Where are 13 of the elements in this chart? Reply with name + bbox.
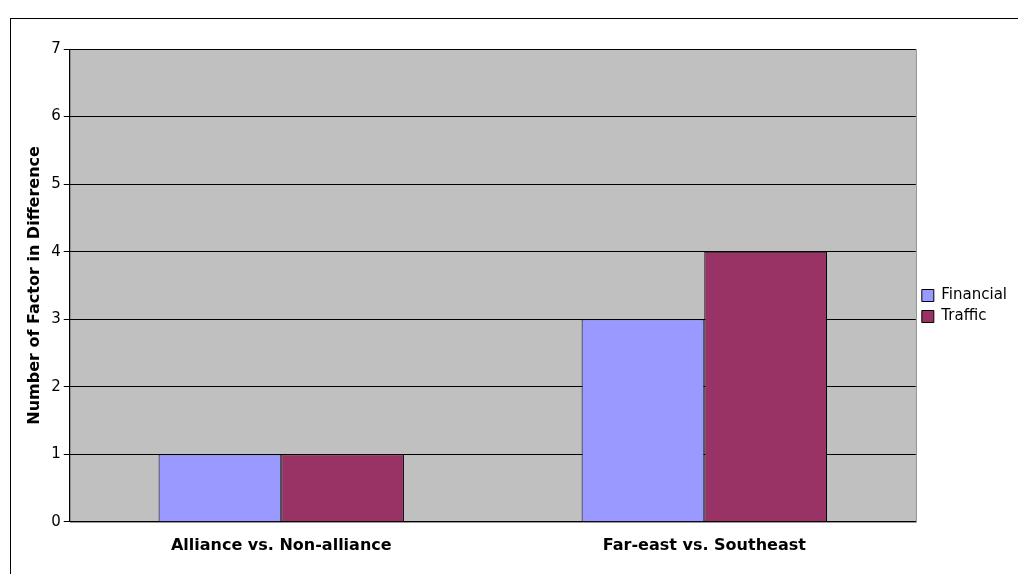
x-tick-label: Far-east vs. Southeast	[602, 534, 807, 554]
y-axis-title: Number of Factor in Difference	[23, 145, 43, 425]
y-tick-label: 1	[51, 444, 61, 463]
legend-label: Financial	[941, 285, 1007, 304]
legend-label: Traffic	[940, 306, 987, 325]
y-tick-label: 6	[51, 106, 61, 125]
y-tick-label: 3	[51, 309, 61, 328]
y-tick-label: 7	[51, 38, 61, 57]
y-tick-label: 5	[51, 173, 61, 192]
x-tick-label: Alliance vs. Non-alliance	[170, 534, 392, 554]
y-tick-label: 4	[51, 241, 61, 260]
y-tick-label: 0	[51, 511, 61, 530]
y-tick-label: 2	[51, 376, 61, 395]
